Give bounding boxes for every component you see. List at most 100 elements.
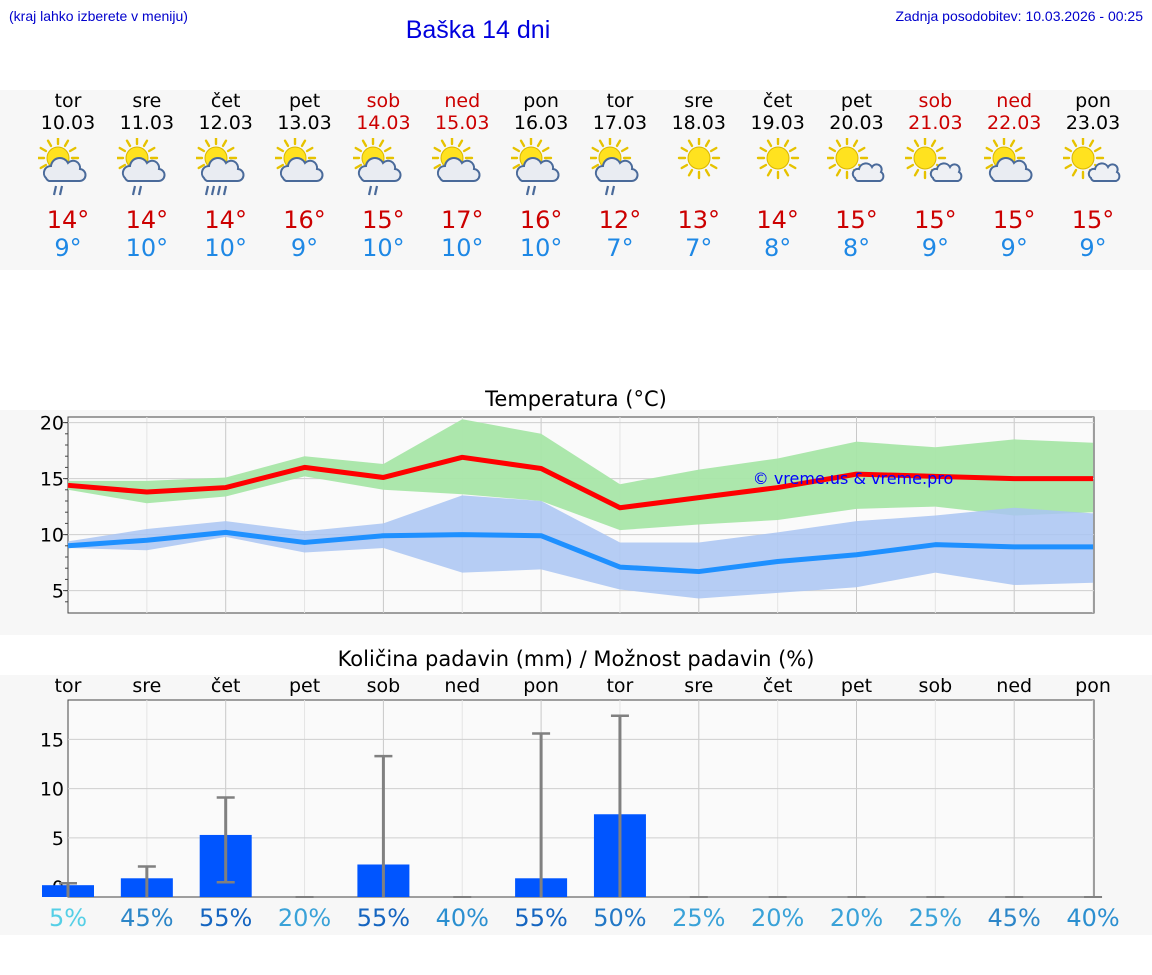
day-column: sob 21.03 15° 9°: [895, 90, 975, 262]
temp-min: 7°: [606, 234, 634, 262]
precipitation-probability: 55%: [199, 904, 253, 932]
temperature-chart-title: Temperatura (°C): [485, 387, 667, 411]
temp-max: 15°: [835, 206, 878, 234]
day-column: sre 18.03 13° 7°: [659, 90, 739, 262]
temp-max: 12°: [598, 206, 642, 234]
precipitation-probability: 20%: [750, 904, 805, 932]
day-date: 19.03: [750, 112, 805, 134]
day-date: 23.03: [1065, 112, 1121, 134]
weekday-label: sob: [918, 675, 953, 697]
temp-max: 15°: [992, 206, 1036, 234]
day-name: čet: [210, 90, 241, 112]
precipitation-probability: 55%: [514, 904, 568, 932]
y-tick-label: 15: [40, 469, 64, 491]
day-column: sob 14.03 15° 10°: [343, 90, 423, 262]
precipitation-probability: 45%: [120, 904, 174, 932]
day-column: ned 22.03 15° 9°: [974, 90, 1054, 262]
day-name: tor: [606, 90, 634, 112]
sun-cloud-heavy-rain-icon: [194, 136, 256, 200]
sun-cloud-icon: [982, 136, 1044, 200]
temp-min: 9°: [921, 234, 949, 262]
day-column: pon 23.03 15° 9°: [1053, 90, 1133, 262]
sun-small-cloud-icon: [825, 136, 887, 200]
day-date: 15.03: [435, 112, 490, 134]
weekday-label: ned: [996, 675, 1033, 697]
weekday-label: čet: [210, 675, 241, 697]
temp-max: 15°: [1071, 206, 1115, 234]
day-name: tor: [54, 90, 82, 112]
precipitation-probability: 20%: [277, 904, 332, 932]
precipitation-probability: 20%: [829, 904, 884, 932]
precipitation-probability: 40%: [1066, 904, 1120, 932]
sun-small-cloud-icon: [1061, 136, 1123, 200]
day-column: pet 13.03 16° 9°: [265, 90, 345, 262]
day-date: 18.03: [671, 112, 726, 134]
day-name: pon: [523, 90, 559, 112]
temp-min: 10°: [440, 234, 484, 262]
temp-max: 14°: [204, 206, 247, 234]
temp-max: 15°: [362, 206, 405, 234]
y-tick-label: 5: [52, 581, 64, 603]
temp-min: 7°: [685, 234, 713, 262]
day-column: pet 20.03 15° 8°: [817, 90, 897, 262]
sun-cloud-icon: [431, 136, 492, 200]
sun-cloud-rain-icon: [509, 136, 571, 200]
precipitation-probability: 25%: [672, 904, 726, 932]
temp-min: 9°: [1000, 234, 1028, 262]
temp-max: 14°: [756, 206, 799, 234]
day-column: sre 11.03 14° 10°: [107, 90, 187, 262]
temp-min: 10°: [204, 234, 247, 262]
page-title: Baška 14 dni: [405, 16, 551, 44]
sun-cloud-rain-icon: [352, 136, 413, 200]
day-name: sob: [366, 90, 401, 112]
day-name: sob: [918, 90, 953, 112]
precipitation-probability: 45%: [987, 904, 1041, 932]
temp-min: 8°: [842, 234, 871, 262]
day-date: 12.03: [198, 112, 253, 134]
weekday-label: pon: [1075, 675, 1111, 697]
temp-max: 14°: [46, 206, 90, 234]
day-column: ned 15.03 17° 10°: [422, 90, 502, 262]
temp-max: 17°: [440, 206, 484, 234]
day-column: čet 12.03 14° 10°: [186, 90, 266, 262]
day-name: pet: [288, 90, 321, 112]
temp-min: 10°: [362, 234, 405, 262]
day-date: 21.03: [908, 112, 963, 134]
sun-small-cloud-icon: [904, 136, 965, 200]
day-date: 13.03: [277, 112, 332, 134]
day-name: ned: [996, 90, 1033, 112]
day-name: pet: [840, 90, 873, 112]
sun-cloud-icon: [273, 136, 335, 200]
day-column: pon 16.03 16° 10°: [501, 90, 581, 262]
y-tick-label: 10: [40, 525, 64, 547]
day-date: 14.03: [356, 112, 411, 134]
day-date: 11.03: [119, 112, 175, 134]
precipitation-probability: 40%: [435, 904, 489, 932]
location-menu-hint: (kraj lahko izberete v meniju): [9, 8, 188, 24]
temp-min: 9°: [1079, 234, 1107, 262]
temp-max: 16°: [519, 206, 563, 234]
weekday-label: sob: [366, 675, 401, 697]
weekday-label: pet: [840, 675, 873, 697]
y-tick-label: 10: [40, 779, 64, 801]
precipitation-probability: 25%: [908, 904, 963, 932]
temp-max: 14°: [125, 206, 169, 234]
watermark: © vreme.us & vreme.pro: [753, 469, 954, 488]
day-name: pon: [1075, 90, 1111, 112]
temp-min: 10°: [519, 234, 563, 262]
weekday-label: tor: [54, 675, 82, 697]
last-update: Zadnja posodobitev: 10.03.2026 - 00:25: [895, 8, 1143, 24]
day-date: 10.03: [40, 112, 96, 134]
precipitation-probability: 50%: [593, 904, 647, 932]
temp-max: 15°: [914, 206, 957, 234]
weekday-label: čet: [762, 675, 793, 697]
temp-min: 9°: [290, 234, 319, 262]
temp-min: 9°: [54, 234, 82, 262]
temp-max: 13°: [677, 206, 721, 234]
weekday-label: pet: [288, 675, 321, 697]
sun-icon: [669, 136, 729, 200]
sun-cloud-rain-icon: [36, 136, 98, 200]
min-temperature-range: [68, 495, 1094, 599]
